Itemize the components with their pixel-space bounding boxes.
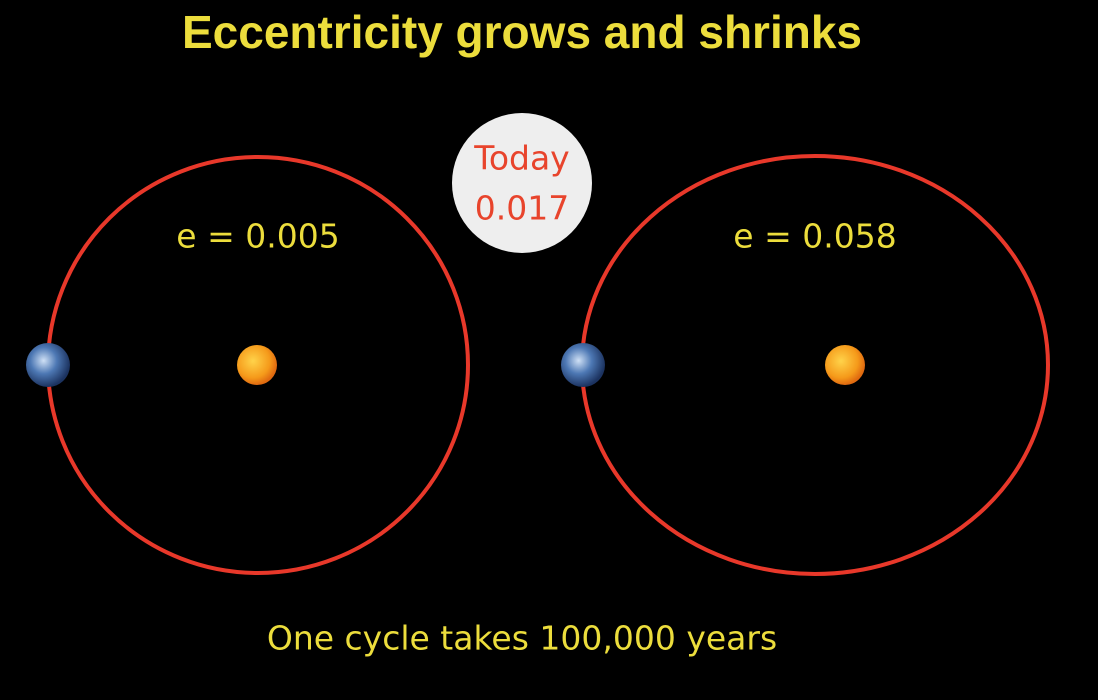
sun [237,345,277,385]
orbit-label: e = 0.058 [733,217,896,256]
badge-text: Today [473,139,569,178]
badge [452,113,592,253]
earth [26,343,70,387]
badge-text: 0.017 [475,189,569,228]
earth [561,343,605,387]
title: Eccentricity grows and shrinks [182,6,862,58]
sun [825,345,865,385]
footer: One cycle takes 100,000 years [267,619,777,658]
orbit-label: e = 0.005 [176,217,339,256]
